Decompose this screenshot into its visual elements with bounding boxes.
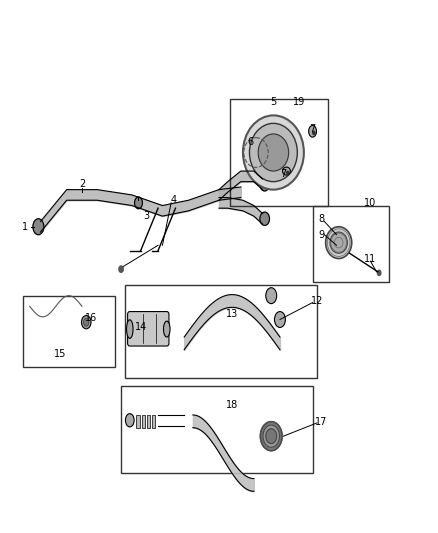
Text: 1: 1 bbox=[22, 222, 28, 232]
Text: 7: 7 bbox=[280, 169, 286, 179]
Text: 8: 8 bbox=[318, 214, 325, 224]
Text: 2: 2 bbox=[79, 179, 85, 189]
Text: 12: 12 bbox=[311, 296, 323, 306]
Ellipse shape bbox=[84, 318, 89, 326]
Text: 5: 5 bbox=[270, 97, 276, 107]
Bar bbox=[136, 415, 140, 428]
Circle shape bbox=[258, 134, 289, 171]
Ellipse shape bbox=[263, 425, 279, 447]
Ellipse shape bbox=[275, 312, 286, 327]
Bar bbox=[147, 415, 150, 428]
Circle shape bbox=[330, 232, 347, 253]
Ellipse shape bbox=[313, 131, 315, 134]
Ellipse shape bbox=[266, 429, 277, 443]
Ellipse shape bbox=[81, 316, 91, 329]
Ellipse shape bbox=[134, 197, 142, 209]
Ellipse shape bbox=[119, 266, 123, 272]
Text: 10: 10 bbox=[364, 198, 377, 208]
Bar bbox=[313, 206, 389, 282]
Ellipse shape bbox=[260, 177, 269, 191]
Ellipse shape bbox=[125, 414, 134, 427]
Circle shape bbox=[243, 115, 304, 190]
Text: 18: 18 bbox=[226, 400, 238, 410]
Text: 17: 17 bbox=[315, 417, 328, 427]
FancyBboxPatch shape bbox=[127, 312, 169, 346]
Text: 3: 3 bbox=[143, 211, 149, 221]
Text: 11: 11 bbox=[364, 254, 377, 263]
Text: 13: 13 bbox=[226, 309, 238, 319]
Text: 19: 19 bbox=[293, 97, 306, 107]
Text: 16: 16 bbox=[85, 313, 97, 323]
Ellipse shape bbox=[287, 171, 289, 174]
Ellipse shape bbox=[283, 167, 290, 175]
Ellipse shape bbox=[127, 320, 133, 338]
Bar bbox=[125, 285, 317, 378]
Ellipse shape bbox=[33, 219, 44, 235]
Circle shape bbox=[325, 227, 352, 259]
Bar bbox=[121, 386, 313, 473]
Circle shape bbox=[250, 123, 297, 182]
Text: 7: 7 bbox=[310, 124, 316, 134]
Text: 15: 15 bbox=[54, 349, 66, 359]
Bar bbox=[141, 415, 145, 428]
Bar bbox=[152, 415, 155, 428]
Bar bbox=[23, 296, 115, 367]
Ellipse shape bbox=[260, 212, 269, 225]
Ellipse shape bbox=[163, 321, 170, 337]
Text: 4: 4 bbox=[170, 195, 177, 205]
Ellipse shape bbox=[266, 288, 277, 304]
Ellipse shape bbox=[378, 270, 381, 276]
Ellipse shape bbox=[309, 125, 317, 137]
Text: 9: 9 bbox=[318, 230, 325, 240]
Text: 6: 6 bbox=[247, 137, 254, 147]
Text: 14: 14 bbox=[134, 322, 147, 333]
Bar bbox=[230, 100, 328, 206]
Ellipse shape bbox=[260, 422, 282, 451]
